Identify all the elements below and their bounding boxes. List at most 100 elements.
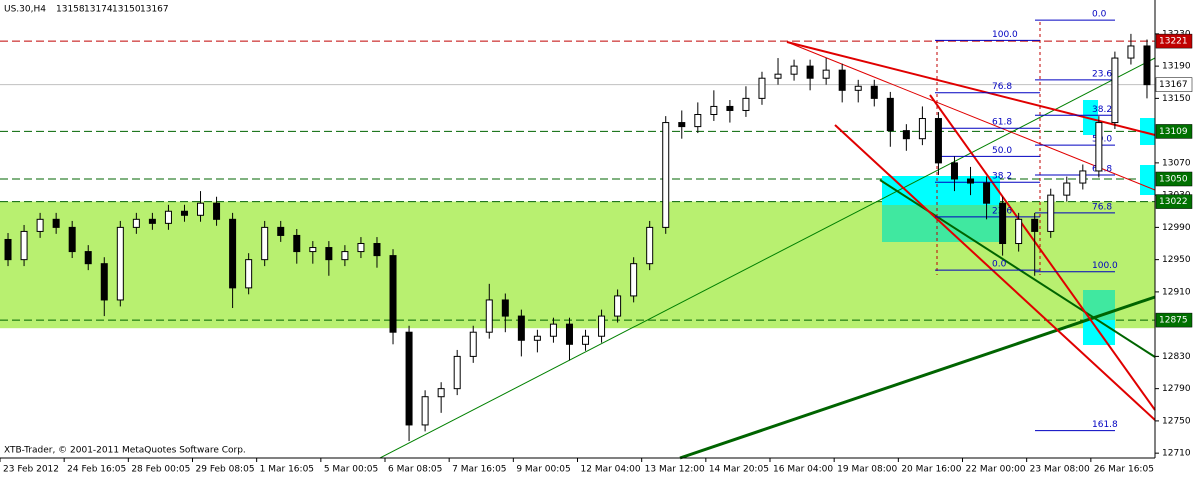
candle-body (4, 238, 12, 261)
candle-body (630, 263, 638, 297)
candle-body (549, 323, 557, 337)
x-tick-label: 12 Mar 04:00 (581, 465, 641, 475)
candle-body (854, 85, 862, 91)
candle-body (806, 65, 814, 79)
fib-label: 61.8 (992, 118, 1012, 128)
trend-lines (379, 22, 1156, 460)
candle-body (902, 130, 910, 140)
candle-body (261, 226, 269, 261)
candle-layer (4, 33, 1151, 442)
candle-body (469, 331, 477, 357)
candle-body (774, 73, 782, 79)
candle-body (341, 251, 349, 261)
candle-body (710, 105, 718, 116)
axis-layer: 1323013190131501307013030129901295012910… (0, 29, 1193, 475)
fib-label: 23.6 (1092, 69, 1112, 79)
candle-body (197, 202, 205, 216)
candle-body (999, 202, 1007, 245)
candle-body (293, 234, 301, 253)
candle-body (967, 178, 975, 184)
trend-line (834, 124, 1156, 421)
candle-body (84, 251, 92, 265)
candle-body (20, 230, 28, 261)
fib-label: 0.0 (992, 260, 1007, 270)
header-low: 13150 (112, 5, 141, 15)
x-tick-label: 26 Mar 16:05 (1094, 465, 1154, 475)
fib-label: 50.0 (992, 146, 1012, 156)
x-tick-label: 19 Mar 08:00 (837, 465, 897, 475)
header-high: 13174 (84, 5, 113, 15)
candle-body (838, 69, 846, 91)
x-tick-label: 1 Mar 16:05 (260, 465, 314, 475)
candle-body (646, 226, 654, 265)
candle-body (405, 331, 413, 426)
trend-line (379, 57, 1156, 459)
candle-body (582, 335, 590, 345)
symbol: US.30,H4 (4, 5, 46, 15)
candle-body (1143, 45, 1151, 86)
y-tick-label: 13070 (1162, 158, 1191, 168)
x-tick-label: 29 Feb 08:05 (196, 465, 255, 475)
candle-body (389, 255, 397, 333)
trend-line (679, 295, 1156, 460)
price-label: 13022 (1159, 197, 1188, 207)
candle-body (1063, 182, 1071, 196)
price-label: 13221 (1159, 37, 1188, 47)
y-tick-label: 12790 (1162, 384, 1191, 394)
y-tick-label: 12710 (1162, 449, 1191, 459)
price-label-box (1155, 194, 1193, 209)
candle-body (277, 226, 285, 236)
candle-body (453, 355, 461, 390)
x-tick-label: 7 Mar 16:05 (452, 465, 506, 475)
candle-body (694, 114, 702, 128)
candle-body (501, 299, 509, 317)
x-tick-label: 5 Mar 00:05 (324, 465, 378, 475)
x-tick-label: 9 Mar 00:05 (516, 465, 570, 475)
price-label-box (1155, 33, 1193, 49)
candle-body (132, 218, 140, 228)
candle-body (373, 243, 381, 257)
candle-body (950, 162, 958, 180)
candle-body (533, 335, 541, 341)
highlight-box (1140, 118, 1155, 145)
y-tick-label: 12830 (1162, 352, 1191, 362)
price-label: 12875 (1159, 316, 1188, 326)
highlight-box (1083, 100, 1098, 135)
highlight-box (1140, 165, 1155, 195)
candle-body (822, 69, 830, 79)
candle-body (726, 105, 734, 111)
trend-line (786, 41, 1156, 136)
trend-line (786, 41, 1156, 191)
fib-label: 76.8 (992, 82, 1012, 92)
y-tick-label: 13150 (1162, 94, 1191, 104)
candle-body (1095, 122, 1103, 172)
x-tick-label: 22 Mar 00:00 (966, 465, 1026, 475)
candle-body (870, 85, 878, 99)
candle-body (36, 218, 44, 232)
candle-body (983, 182, 991, 204)
price-label: 13109 (1159, 127, 1188, 137)
trend-line (929, 94, 1156, 411)
candle-body (1127, 45, 1135, 59)
candle-body (598, 315, 606, 337)
candle-body (180, 210, 188, 216)
candle-body (229, 218, 237, 289)
fib-label: 161.8 (1092, 420, 1118, 430)
candle-body (1015, 218, 1023, 245)
candle-body (758, 77, 766, 99)
candle-body (68, 226, 76, 253)
copyright: XTB-Trader, © 2001-2011 MetaQuotes Softw… (4, 446, 246, 456)
candle-body (116, 226, 124, 301)
fib-label: 0.0 (1092, 10, 1107, 20)
fib-label: 76.8 (1092, 202, 1112, 212)
x-tick-label: 20 Mar 16:00 (901, 465, 961, 475)
price-label-box (1155, 124, 1193, 139)
candle-body (790, 65, 798, 75)
y-tick-label: 12950 (1162, 255, 1191, 265)
price-label: 13167 (1159, 80, 1188, 90)
candle-body (485, 299, 493, 333)
candle-body (213, 202, 221, 220)
candle-body (1111, 57, 1119, 124)
x-tick-label: 6 Mar 08:05 (388, 465, 442, 475)
